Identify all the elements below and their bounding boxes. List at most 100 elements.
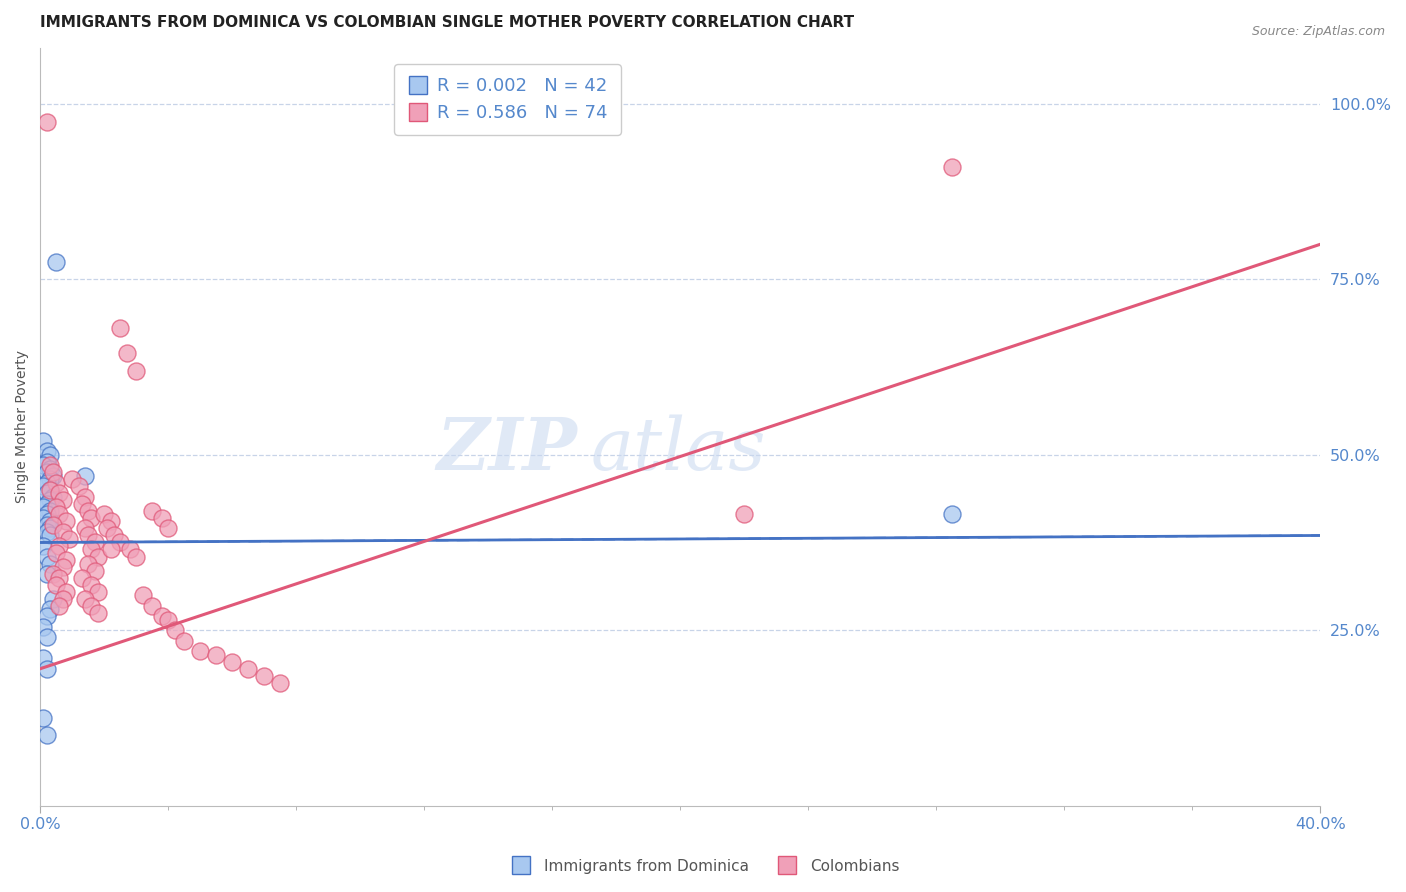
- Point: [60, 472, 83, 486]
- Point: [77, 557, 100, 571]
- Point: [125, 363, 148, 377]
- Point: [51, 493, 73, 508]
- Point: [48, 486, 70, 500]
- Point: [118, 542, 141, 557]
- Point: [38, 483, 60, 497]
- Point: [32, 651, 55, 665]
- Point: [141, 504, 163, 518]
- Point: [73, 591, 96, 606]
- Point: [188, 644, 211, 658]
- Point: [77, 528, 100, 542]
- Y-axis label: Single Mother Poverty: Single Mother Poverty: [15, 351, 30, 503]
- Point: [236, 662, 259, 676]
- Point: [35, 518, 58, 533]
- Point: [35, 728, 58, 742]
- Point: [51, 560, 73, 574]
- Point: [205, 648, 228, 662]
- Point: [45, 255, 67, 269]
- Point: [73, 490, 96, 504]
- Text: ZIP: ZIP: [437, 414, 578, 485]
- Point: [42, 591, 65, 606]
- Point: [83, 564, 105, 578]
- Point: [67, 479, 90, 493]
- Point: [150, 511, 173, 525]
- Point: [38, 458, 60, 473]
- Point: [35, 475, 58, 490]
- Point: [157, 613, 180, 627]
- Point: [32, 500, 55, 515]
- Point: [38, 483, 60, 497]
- Point: [35, 567, 58, 582]
- Point: [42, 490, 65, 504]
- Point: [38, 493, 60, 508]
- Point: [35, 114, 58, 128]
- Point: [100, 515, 122, 529]
- Point: [163, 623, 186, 637]
- Text: atlas: atlas: [591, 414, 766, 484]
- Point: [103, 528, 125, 542]
- Text: IMMIGRANTS FROM DOMINICA VS COLOMBIAN SINGLE MOTHER POVERTY CORRELATION CHART: IMMIGRANTS FROM DOMINICA VS COLOMBIAN SI…: [41, 15, 855, 30]
- Point: [80, 599, 103, 613]
- Point: [55, 584, 77, 599]
- Text: Source: ZipAtlas.com: Source: ZipAtlas.com: [1251, 25, 1385, 38]
- Point: [38, 515, 60, 529]
- Point: [87, 584, 110, 599]
- Point: [70, 497, 93, 511]
- Point: [51, 591, 73, 606]
- Point: [38, 472, 60, 486]
- Point: [35, 549, 58, 564]
- Point: [35, 455, 58, 469]
- Point: [87, 606, 110, 620]
- Point: [253, 669, 276, 683]
- Point: [55, 553, 77, 567]
- Point: [80, 542, 103, 557]
- Point: [35, 524, 58, 539]
- Point: [32, 620, 55, 634]
- Point: [32, 434, 55, 448]
- Point: [150, 609, 173, 624]
- Point: [35, 508, 58, 522]
- Point: [131, 588, 153, 602]
- Point: [48, 599, 70, 613]
- Point: [80, 577, 103, 591]
- Point: [48, 539, 70, 553]
- Point: [73, 468, 96, 483]
- Point: [35, 662, 58, 676]
- Point: [108, 321, 131, 335]
- Point: [38, 504, 60, 518]
- Point: [38, 521, 60, 535]
- Point: [35, 609, 58, 624]
- Point: [48, 570, 70, 584]
- Point: [221, 655, 243, 669]
- Point: [173, 633, 195, 648]
- Legend: R = 0.002   N = 42, R = 0.586   N = 74: R = 0.002 N = 42, R = 0.586 N = 74: [394, 64, 620, 135]
- Point: [32, 539, 55, 553]
- Point: [35, 497, 58, 511]
- Point: [38, 557, 60, 571]
- Point: [42, 466, 65, 480]
- Point: [269, 675, 291, 690]
- Point: [35, 444, 58, 458]
- Point: [35, 486, 58, 500]
- Point: [45, 500, 67, 515]
- Point: [32, 711, 55, 725]
- Point: [87, 549, 110, 564]
- Point: [42, 468, 65, 483]
- Point: [125, 549, 148, 564]
- Point: [115, 346, 138, 360]
- Point: [96, 521, 118, 535]
- Point: [32, 511, 55, 525]
- Point: [45, 475, 67, 490]
- Point: [42, 518, 65, 533]
- Point: [42, 567, 65, 582]
- Point: [51, 524, 73, 539]
- Point: [941, 508, 963, 522]
- Point: [38, 462, 60, 476]
- Point: [100, 542, 122, 557]
- Point: [70, 570, 93, 584]
- Point: [38, 448, 60, 462]
- Point: [73, 521, 96, 535]
- Point: [45, 577, 67, 591]
- Point: [157, 521, 180, 535]
- Point: [93, 508, 115, 522]
